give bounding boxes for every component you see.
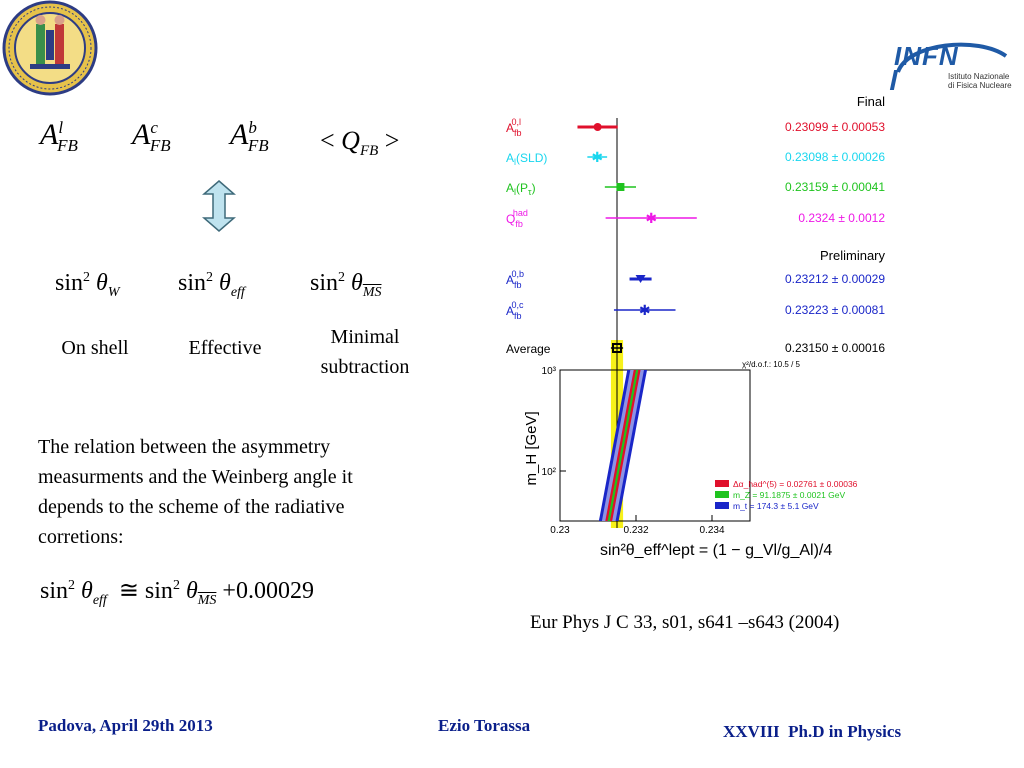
university-seal-logo: [0, 0, 100, 101]
label-effective: Effective: [188, 337, 262, 359]
label-minimal-subtraction: Minimal subtraction: [320, 326, 410, 378]
citation: Eur Phys J C 33, s01, s641 –s643 (2004): [530, 612, 840, 633]
infn-line-1: Istituto Nazionale: [948, 72, 1010, 81]
marker-star: ✱: [591, 149, 603, 165]
marker-square: [616, 183, 625, 191]
marker-star: ✱: [639, 302, 651, 318]
band-mz: [607, 370, 639, 521]
legend-swatch: [715, 491, 729, 498]
legend-swatch: [715, 502, 729, 509]
legend-swatch: [715, 480, 729, 487]
x-tick-label: 0.23: [550, 525, 570, 536]
footer-date: Padova, April 29th 2013: [38, 716, 213, 735]
observable-q-fb: < QFB >: [320, 126, 400, 160]
marker-star: ✱: [645, 210, 657, 226]
marker-open-square: [612, 343, 622, 353]
measurement-label: Average: [506, 342, 551, 356]
infn-wordmark: INFN: [894, 41, 959, 71]
chart-svg: Final Preliminary Afb0,l 0.23099 ± 0.00053 A…: [506, 94, 886, 559]
measurement-value: 0.2324 ± 0.0012: [798, 211, 885, 225]
label-on-shell: On shell: [61, 337, 129, 359]
measurement-value: 0.23223 ± 0.00081: [785, 303, 885, 317]
measurement-label: Afb0,l: [506, 117, 522, 138]
marker-triangle: [635, 275, 646, 283]
legend-label: Δα_had^(5) = 0.02761 ± 0.00036: [733, 479, 858, 489]
infn-line-2: di Fisica Nucleare: [948, 81, 1012, 90]
legend-label: m_Z = 91.1875 ± 0.0021 GeV: [733, 490, 845, 500]
measurement-value: 0.23099 ± 0.00053: [785, 120, 885, 134]
x-axis-label: sin²θ_eff^lept = (1 − g_Vl/g_Al)/4: [600, 542, 832, 559]
header-preliminary: Preliminary: [820, 248, 886, 263]
chi2-label: χ²/d.o.f.: 10.5 / 5: [742, 360, 801, 369]
measurement-value: 0.23150 ± 0.00016: [785, 341, 885, 355]
footer-course: XXVIII Ph.D in Physics: [723, 722, 902, 741]
double-arrow-icon: [201, 180, 237, 237]
observable-a-fb-c: AcFB: [132, 118, 171, 155]
y-tick-label: 10²: [542, 467, 557, 478]
footer-author: Ezio Torassa: [438, 716, 531, 735]
sin2-theta-chart: Final Preliminary Afb0,l 0.23099 ± 0.00053 A…: [490, 88, 910, 593]
measurement-label: Afb0,c: [506, 300, 524, 321]
sin2-theta-eff: sin2 θeff: [178, 270, 245, 300]
sin2-theta-w: sin2 θW: [55, 270, 120, 300]
observable-a-fb-b: AbFB: [230, 118, 269, 155]
observable-a-fb-l: AlFB: [40, 118, 78, 155]
marker-dot: [593, 123, 602, 131]
header-final: Final: [857, 94, 885, 109]
measurement-value: 0.23212 ± 0.00029: [785, 272, 885, 286]
measurement-label: Afb0,b: [506, 269, 524, 290]
measurement-value: 0.23159 ± 0.00041: [785, 180, 885, 194]
relation-formula: sin2 θeff ≅ sin2 θMS +0.00029: [40, 578, 314, 608]
y-tick-label: 10³: [542, 366, 557, 377]
sin2-theta-ms: sin2 θMS: [310, 270, 382, 300]
x-tick-label: 0.234: [699, 525, 724, 536]
measurement-label: Al(SLD): [506, 151, 547, 167]
measurement-value: 0.23098 ± 0.00026: [785, 150, 885, 164]
explanation-paragraph: The relation between the asymmetry measu…: [38, 436, 353, 548]
measurement-label: Qfbhad: [506, 208, 528, 229]
lower-frame: [559, 369, 751, 522]
legend-label: m_t = 174.3 ± 5.1 GeV: [733, 501, 819, 511]
y-axis-label: m_H [GeV]: [523, 411, 540, 485]
measurement-label: Al(Pτ): [506, 181, 536, 197]
x-tick-label: 0.232: [623, 525, 648, 536]
